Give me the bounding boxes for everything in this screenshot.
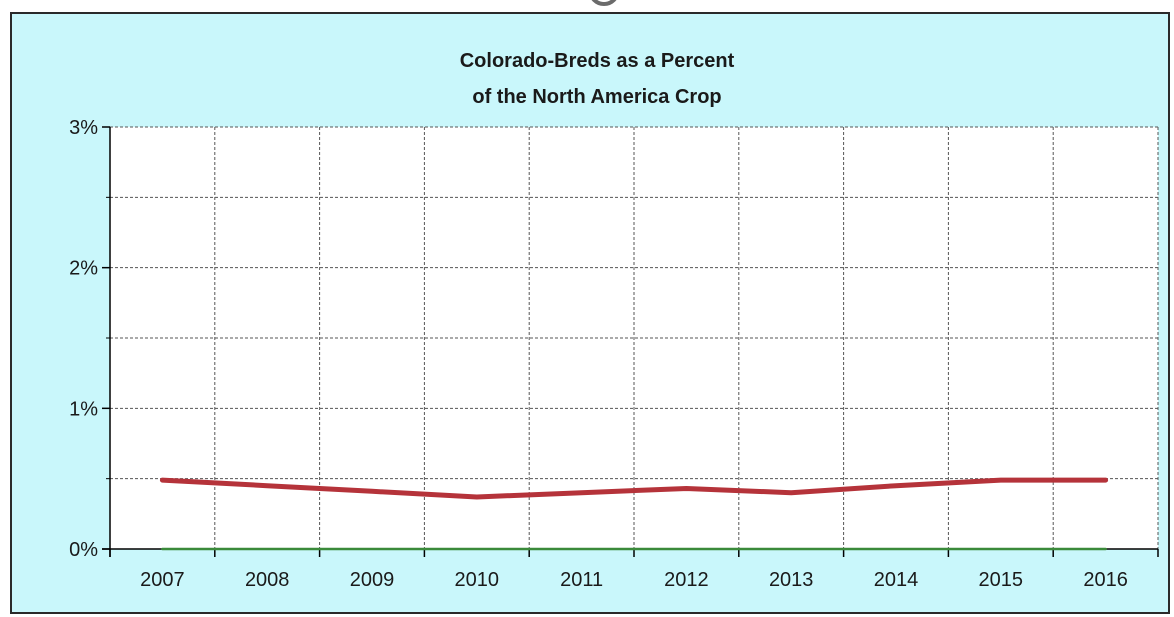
cropped-top-graphic <box>582 0 628 8</box>
x-tick-label: 2014 <box>874 569 919 591</box>
grid-lines <box>110 126 1159 549</box>
x-tick-label: 2016 <box>1083 569 1128 591</box>
chart-title-line-2: of the North America Crop <box>472 86 721 108</box>
x-tick-label: 2013 <box>769 569 814 591</box>
series-line-1 <box>159 477 1109 500</box>
x-tick-label: 2012 <box>664 569 709 591</box>
y-tick-label: 2% <box>69 258 98 280</box>
x-tick-label: 2010 <box>455 569 500 591</box>
y-tick-label: 3% <box>69 117 98 139</box>
x-tick-label: 2009 <box>350 569 395 591</box>
x-tick-label: 2015 <box>979 569 1024 591</box>
y-tick-label: 0% <box>69 539 98 561</box>
y-tick-label: 1% <box>69 398 98 420</box>
x-tick-label: 2011 <box>560 569 603 591</box>
x-tick-label: 2007 <box>140 569 185 591</box>
tick-labels: 0% 1% 2% 3% 2007 2008 2009 2010 2011 2012 2013 2014… <box>69 117 1128 591</box>
chart-title-line-1: Colorado-Breds as a Percent <box>460 50 735 72</box>
series-lines <box>159 477 1109 551</box>
x-tick-label: 2008 <box>245 569 290 591</box>
